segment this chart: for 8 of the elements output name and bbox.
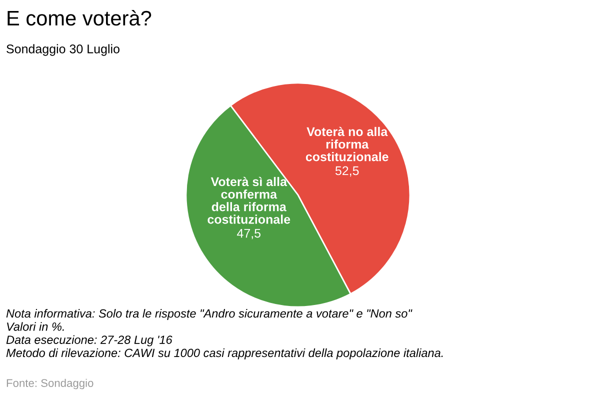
data-label: 47,5	[236, 228, 261, 240]
chart-title: E come voterà?	[8, 10, 152, 26]
data-label: 52,5	[335, 166, 359, 177]
text: Sondaggio 30 Luglio	[6, 44, 120, 56]
source-note: Fonte: Sondaggio	[6, 378, 94, 390]
slice-label: Voterà no alla riforma costituzionale	[306, 126, 388, 162]
slice-label: Voterà sì alla conferma della riforma costituzionale	[208, 176, 290, 224]
text: Nota informativa: Solo tra le risposte "Andro sicuramente a votare" e "Non so" Valori in %. Data esecuzione: 27-28 Lug '16 Metodo di rilevazione: CAWI su 1000 casi rappresentativi della popolazione italiana.	[6, 309, 443, 360]
